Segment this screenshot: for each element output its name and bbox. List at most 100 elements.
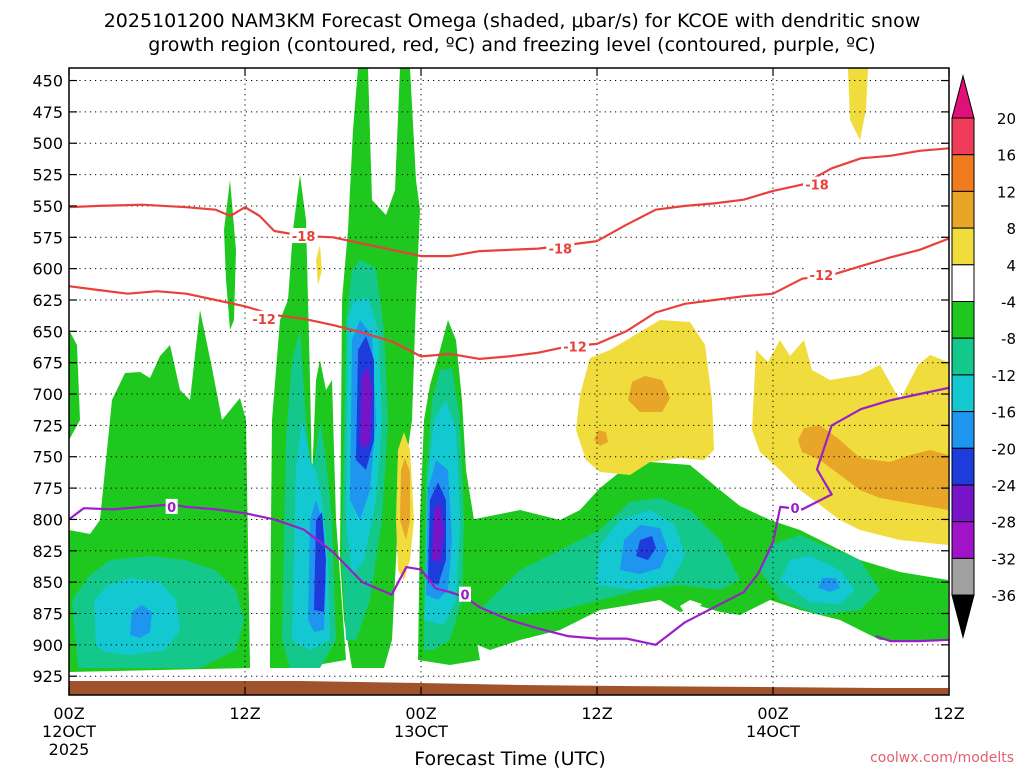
omega-fill-lightblue-day3-low bbox=[818, 578, 840, 592]
contour-label: -12 bbox=[252, 313, 276, 328]
contour-label: -12 bbox=[810, 269, 834, 284]
terrain bbox=[69, 681, 948, 695]
credit-text: coolwx.com/modelts bbox=[870, 750, 1014, 766]
x-tick-label: 14OCT bbox=[746, 722, 800, 741]
colorbar-top-arrow bbox=[951, 74, 975, 119]
x-tick-label: 2025 bbox=[49, 740, 90, 759]
colorbar-label: 4 bbox=[1006, 257, 1016, 275]
x-axis-title: Forecast Time (UTC) bbox=[414, 748, 605, 768]
y-tick-label: 800 bbox=[32, 510, 63, 529]
contour-line bbox=[68, 386, 950, 646]
omega-fill-green-thin-spike bbox=[224, 180, 236, 330]
omega-fill-purple-col18z bbox=[360, 368, 372, 450]
y-tick-label: 475 bbox=[32, 103, 63, 122]
colorbar-label: -16 bbox=[992, 404, 1017, 422]
y-tick-label: 775 bbox=[32, 479, 63, 498]
colorbar-label: -20 bbox=[992, 440, 1017, 458]
y-tick-label: 825 bbox=[32, 542, 63, 561]
omega-shading bbox=[69, 68, 948, 672]
y-tick-label: 650 bbox=[32, 322, 63, 341]
colorbar-label: -36 bbox=[992, 587, 1017, 605]
omega-fill-lightblue-left-low bbox=[130, 605, 152, 638]
colorbar-swatch bbox=[951, 227, 975, 266]
colorbar-label: -12 bbox=[992, 367, 1017, 385]
colorbar-label: -32 bbox=[992, 550, 1017, 568]
y-tick-label: 925 bbox=[32, 667, 63, 686]
contour-label-bg bbox=[803, 176, 831, 192]
contour-label: 0 bbox=[460, 589, 469, 604]
y-tick-label: 600 bbox=[32, 260, 63, 279]
y-tick-label: 750 bbox=[32, 448, 63, 467]
y-tick-label: 500 bbox=[32, 134, 63, 153]
y-tick-label: 625 bbox=[32, 291, 63, 310]
colorbar-swatch bbox=[951, 484, 975, 523]
colorbar-swatch bbox=[951, 521, 975, 559]
colorbar-swatch bbox=[951, 557, 975, 596]
x-tick-label: 00Z bbox=[53, 704, 84, 723]
x-tick-label: 12OCT bbox=[42, 722, 96, 741]
y-tick-label: 525 bbox=[32, 166, 63, 185]
contour-label: 0 bbox=[790, 502, 799, 517]
colorbar-label: 20 bbox=[997, 110, 1016, 128]
y-tick-label: 725 bbox=[32, 416, 63, 435]
plot-frame bbox=[68, 67, 950, 696]
omega-fill-cyan-day3-low bbox=[780, 556, 855, 604]
vertical-gridlines bbox=[244, 68, 774, 695]
x-tick-label: 12Z bbox=[229, 704, 260, 723]
colorbar-label: -24 bbox=[992, 477, 1017, 495]
y-tick-label: 575 bbox=[32, 228, 63, 247]
temperature-contours: -18 -18 -18 -12 -12 -12 0 0 0 bbox=[68, 147, 950, 646]
x-tick-label: 13OCT bbox=[394, 722, 448, 741]
colorbar-swatch bbox=[951, 447, 975, 486]
colorbar-swatch bbox=[951, 154, 975, 192]
contour-label-bg bbox=[789, 500, 801, 516]
colorbar-swatch bbox=[951, 374, 975, 413]
contour-label: -18 bbox=[292, 230, 316, 245]
colorbar-swatch bbox=[951, 190, 975, 229]
colorbar-swatch bbox=[951, 337, 975, 376]
contour-label: -12 bbox=[563, 340, 587, 355]
omega-fill-blue-col12z bbox=[314, 512, 326, 612]
omega-fill-yellow-upper bbox=[848, 68, 868, 140]
contour-line bbox=[68, 237, 950, 360]
contour-line bbox=[875, 635, 950, 643]
omega-band-minus24 bbox=[360, 368, 444, 562]
colorbar-swatch bbox=[951, 117, 975, 156]
y-tick-label: 450 bbox=[32, 72, 63, 91]
colorbar-label: 12 bbox=[997, 183, 1016, 201]
contour-label-bg bbox=[561, 338, 589, 354]
y-axis: 450 475 500 525 550 575 600 625 650 675 700 725 750 7… bbox=[32, 72, 949, 686]
colorbar-bottom-arrow bbox=[951, 594, 975, 640]
colorbar: 20 16 12 8 4 -4 -8 -12 -16 -20 -24 -28 -32 -36 bbox=[951, 74, 1017, 640]
contour-label-bg bbox=[250, 310, 279, 326]
omega-fill-gold-day2-mid bbox=[628, 376, 670, 412]
omega-hole-day2 bbox=[680, 600, 702, 612]
y-tick-label: 675 bbox=[32, 354, 63, 373]
omega-fill-gold-day3-mid bbox=[798, 425, 948, 510]
x-tick-label: 12Z bbox=[933, 704, 964, 723]
colorbar-label: 8 bbox=[1006, 220, 1016, 238]
horizontal-gridlines bbox=[69, 80, 949, 677]
contour-label-bg bbox=[165, 498, 178, 514]
x-tick-label: 12Z bbox=[581, 704, 612, 723]
x-tick-label: 00Z bbox=[757, 704, 788, 723]
chart-title-line1: 2025101200 NAM3KM Forecast Omega (shaded… bbox=[104, 10, 921, 32]
colorbar-swatch bbox=[951, 301, 975, 339]
omega-fill-green-left-edge bbox=[69, 330, 80, 440]
colorbar-label: -28 bbox=[992, 514, 1017, 532]
contour-label: -18 bbox=[805, 179, 829, 194]
omega-fill-purple-col03z bbox=[432, 504, 444, 562]
colorbar-label: -8 bbox=[1001, 330, 1016, 348]
omega-fill-blue-day2-low bbox=[636, 536, 656, 560]
omega-fill-gold-day2-small bbox=[594, 430, 608, 446]
contour-label-bg bbox=[459, 586, 471, 602]
colorbar-swatch bbox=[951, 411, 975, 449]
y-tick-label: 900 bbox=[32, 636, 63, 655]
colorbar-label: -4 bbox=[1001, 294, 1016, 312]
contour-label: 0 bbox=[167, 501, 176, 516]
colorbar-swatch bbox=[951, 264, 975, 302]
y-tick-label: 550 bbox=[32, 197, 63, 216]
y-tick-label: 875 bbox=[32, 604, 63, 623]
